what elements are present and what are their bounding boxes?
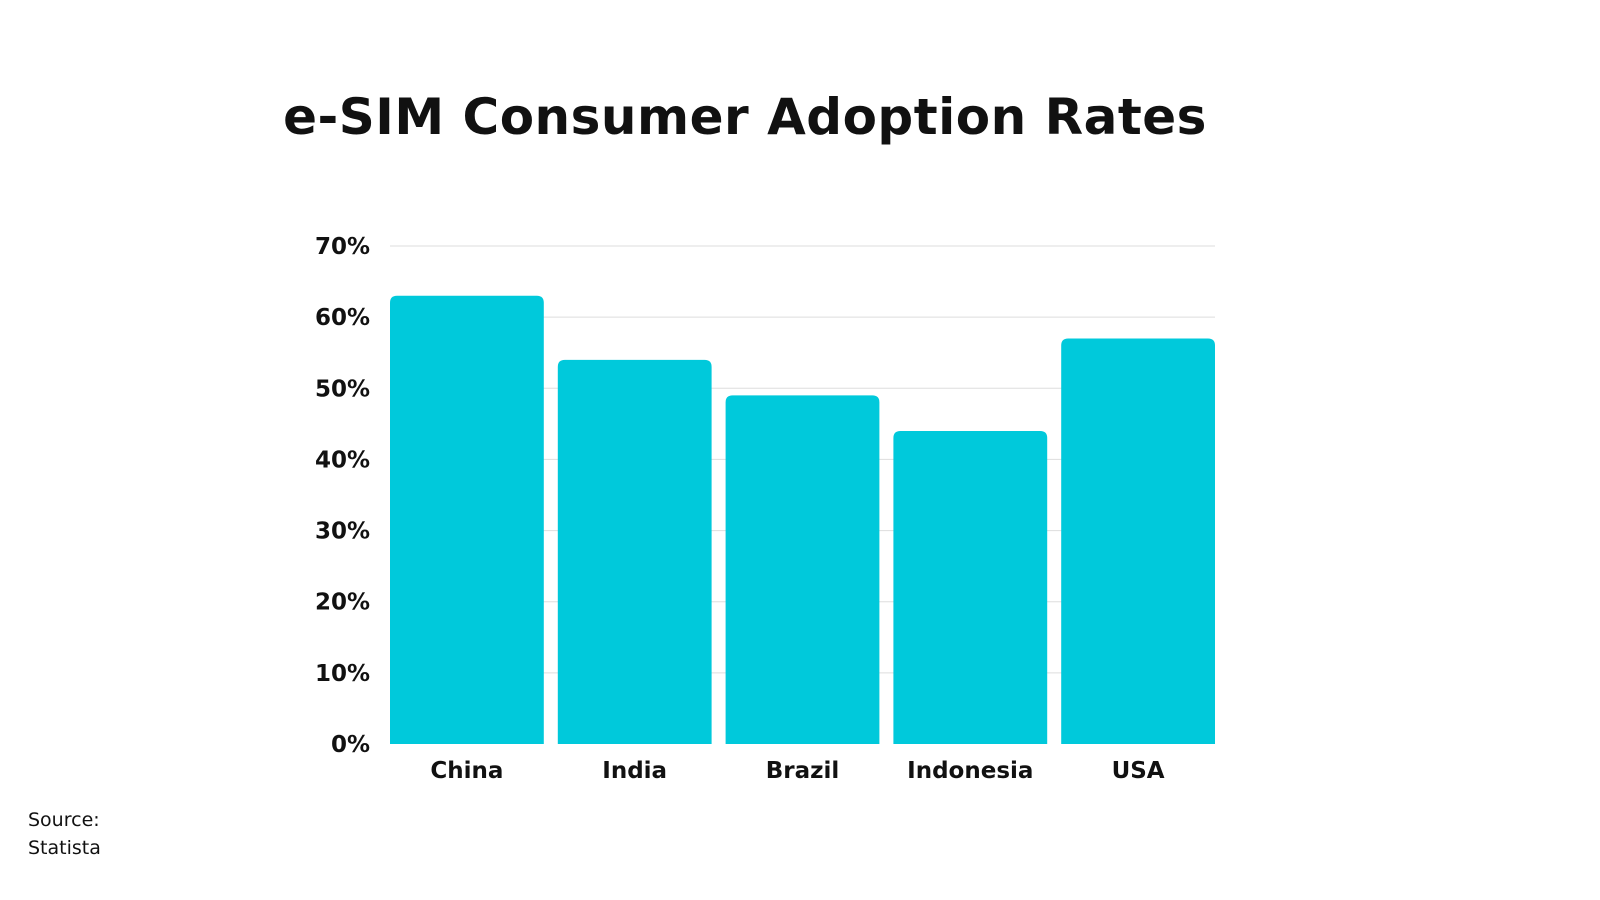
bar-brazil bbox=[725, 395, 880, 744]
y-tick-label-20: 20% bbox=[315, 590, 370, 616]
x-axis-ticks: China India Brazil Indonesia USA bbox=[430, 758, 1164, 784]
y-tick-label-30: 30% bbox=[315, 519, 370, 545]
chart-title: e-SIM Consumer Adoption Rates bbox=[283, 88, 1207, 146]
x-tick-label-india: India bbox=[602, 758, 667, 784]
bar-indonesia bbox=[893, 430, 1048, 744]
source-note: Source: Statista bbox=[28, 806, 101, 862]
bar-india bbox=[557, 359, 712, 744]
y-tick-label-10: 10% bbox=[315, 661, 370, 687]
y-tick-label-70: 70% bbox=[315, 234, 370, 260]
source-label: Source: bbox=[28, 809, 100, 831]
x-tick-label-china: China bbox=[430, 758, 503, 784]
bars bbox=[390, 295, 1215, 744]
y-tick-label-0: 0% bbox=[331, 732, 370, 758]
source-name: Statista bbox=[28, 837, 101, 859]
bar-usa bbox=[1061, 338, 1215, 744]
y-axis-ticks: 0% 10% 20% 30% 40% 50% 60% 70% bbox=[315, 234, 370, 758]
y-tick-label-40: 40% bbox=[315, 447, 370, 473]
bar-china bbox=[390, 295, 544, 744]
y-tick-label-60: 60% bbox=[315, 305, 370, 331]
y-tick-label-50: 50% bbox=[315, 376, 370, 402]
x-tick-label-usa: USA bbox=[1112, 758, 1165, 784]
x-tick-label-brazil: Brazil bbox=[766, 758, 840, 784]
x-tick-label-indonesia: Indonesia bbox=[907, 758, 1033, 784]
